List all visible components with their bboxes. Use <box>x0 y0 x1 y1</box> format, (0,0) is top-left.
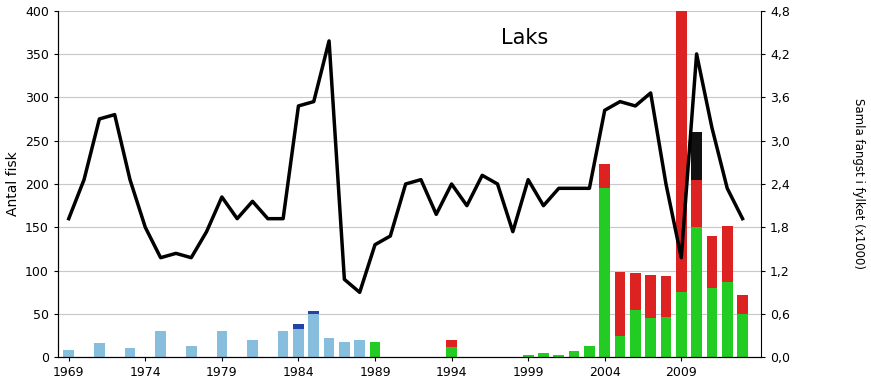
Bar <box>645 275 656 318</box>
Bar <box>523 355 534 357</box>
Bar <box>706 288 718 357</box>
Bar <box>737 295 748 314</box>
Bar <box>722 226 733 282</box>
Bar <box>446 340 457 347</box>
Bar <box>722 282 733 357</box>
Bar <box>155 331 166 357</box>
Bar <box>676 0 686 292</box>
Bar <box>186 346 197 357</box>
Bar <box>354 340 365 357</box>
Bar <box>660 316 672 357</box>
Bar <box>615 336 625 357</box>
Bar <box>737 314 748 357</box>
Bar <box>692 132 702 180</box>
Y-axis label: Samla fangst i fylket (x1000): Samla fangst i fylket (x1000) <box>853 99 866 270</box>
Bar <box>645 318 656 357</box>
Bar <box>630 273 641 310</box>
Bar <box>599 164 610 188</box>
Bar <box>308 311 319 314</box>
Bar <box>599 188 610 357</box>
Bar <box>278 331 288 357</box>
Bar <box>538 353 549 357</box>
Bar <box>293 329 304 357</box>
Bar <box>247 340 258 357</box>
Bar <box>630 310 641 357</box>
Bar <box>293 325 304 329</box>
Bar <box>706 236 718 288</box>
Bar <box>569 352 579 357</box>
Bar <box>308 314 319 357</box>
Bar <box>676 292 686 357</box>
Bar <box>446 347 457 357</box>
Bar <box>692 228 702 357</box>
Bar <box>369 342 381 357</box>
Y-axis label: Antal fisk: Antal fisk <box>5 152 19 216</box>
Bar <box>94 343 105 357</box>
Bar <box>217 331 227 357</box>
Bar <box>64 350 74 357</box>
Bar <box>553 355 564 357</box>
Bar <box>339 342 350 357</box>
Bar <box>584 346 595 357</box>
Bar <box>615 273 625 336</box>
Bar <box>692 180 702 228</box>
Text: Laks: Laks <box>501 28 548 48</box>
Bar <box>125 348 135 357</box>
Bar <box>324 338 334 357</box>
Bar <box>660 276 672 316</box>
